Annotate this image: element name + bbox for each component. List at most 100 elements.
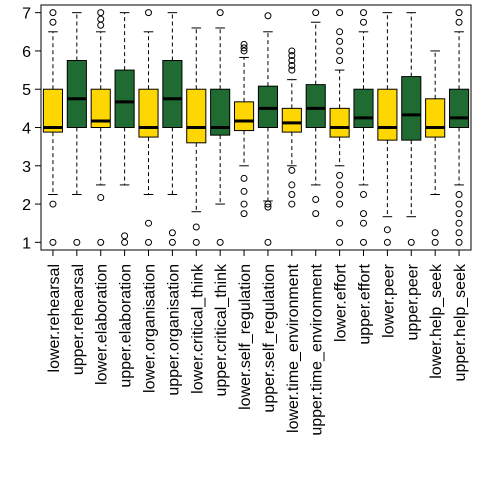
x-tick-label-lower.time_environment: lower.time_environment: [285, 263, 302, 433]
x-tick-label-upper.time_environment: upper.time_environment: [309, 263, 326, 435]
box-lower.elaboration: [90, 9, 111, 246]
outlier-point: [49, 200, 57, 208]
box-lower.self_regulation: [234, 40, 255, 218]
outlier-point: [168, 229, 176, 237]
x-tick-label-lower.elaboration: lower.elaboration: [94, 264, 111, 385]
x-axis: lower.rehearsal upper.rehearsal lower.elab…: [46, 250, 469, 436]
outlier-point: [97, 9, 105, 17]
box-upper.organisation: [162, 12, 183, 246]
outlier-point: [336, 47, 344, 55]
outlier-point: [336, 37, 344, 45]
x-tick-label-lower.critical_think: lower.critical_think: [189, 263, 206, 394]
outlier-point: [288, 47, 296, 55]
box-iqr: [329, 107, 350, 138]
box-iqr: [138, 88, 159, 138]
outlier-point: [97, 21, 105, 29]
box-upper.self_regulation: [257, 12, 278, 246]
box-iqr: [186, 88, 207, 144]
outlier-point: [336, 171, 344, 179]
outlier-point: [336, 57, 344, 65]
outlier-point: [455, 190, 463, 198]
box-iqr: [257, 85, 278, 128]
outlier-point: [264, 200, 272, 208]
y-tick-label: 4: [22, 121, 31, 138]
x-tick-label-lower.peer: lower.peer: [380, 263, 397, 337]
x-tick-label-upper.rehearsal: upper.rehearsal: [70, 264, 87, 375]
box-iqr: [234, 101, 255, 132]
outlier-point: [240, 200, 248, 208]
outlier-point: [288, 52, 296, 60]
outlier-point: [288, 166, 296, 174]
box-iqr: [281, 107, 302, 133]
box-upper.elaboration: [114, 12, 135, 246]
outlier-point: [192, 223, 200, 231]
box-lower.organisation: [138, 9, 159, 246]
box-iqr: [210, 88, 231, 136]
box-iqr: [66, 60, 87, 128]
outlier-point: [336, 200, 344, 208]
box-upper.help_seek: [449, 9, 470, 246]
outlier-point: [431, 229, 439, 237]
outlier-point: [360, 9, 367, 17]
outlier-point: [264, 238, 272, 246]
outlier-point: [192, 238, 200, 246]
outlier-point: [240, 210, 248, 218]
outlier-point: [121, 232, 129, 240]
x-tick-label-lower.effort: lower.effort: [333, 263, 350, 342]
outlier-point: [288, 57, 296, 65]
y-tick-label: 5: [22, 82, 31, 99]
outlier-point: [360, 210, 367, 218]
box-iqr: [449, 88, 470, 128]
outlier-point: [336, 9, 344, 17]
outlier-point: [97, 194, 105, 202]
outlier-point: [455, 219, 463, 227]
box-iqr: [90, 88, 111, 128]
outlier-point: [121, 238, 129, 246]
outlier-point: [240, 44, 248, 52]
box-upper.critical_think: [210, 9, 231, 246]
x-tick-label-upper.help_seek: upper.help_seek: [452, 263, 469, 381]
outlier-point: [240, 47, 248, 55]
outlier-point: [288, 181, 296, 189]
outlier-point: [336, 238, 344, 246]
box-iqr: [162, 60, 183, 128]
box-lower.effort: [329, 9, 350, 246]
x-tick-label-lower.rehearsal: lower.rehearsal: [46, 264, 63, 373]
outlier-point: [240, 174, 248, 182]
outlier-point: [288, 200, 296, 208]
outlier-point: [288, 190, 296, 198]
box-iqr: [305, 84, 326, 128]
box-lower.time_environment: [281, 47, 302, 208]
outlier-point: [288, 66, 296, 74]
outlier-point: [240, 187, 248, 195]
outlier-point: [431, 238, 439, 246]
box-lower.peer: [377, 12, 398, 246]
outlier-point: [216, 9, 224, 17]
box-upper.peer: [401, 12, 422, 246]
box-lower.rehearsal: [42, 9, 63, 246]
outlier-point: [455, 229, 463, 237]
outlier-point: [455, 18, 463, 26]
x-tick-label-upper.self_regulation: upper.self_regulation: [261, 264, 278, 413]
outlier-point: [49, 18, 57, 26]
box-upper.time_environment: [305, 9, 326, 218]
box-iqr: [401, 76, 422, 141]
outlier-point: [383, 226, 391, 234]
box-upper.rehearsal: [66, 12, 87, 246]
y-tick-label: 3: [22, 159, 31, 176]
x-tick-label-upper.organisation: upper.organisation: [165, 264, 182, 396]
x-tick-label-lower.self_regulation: lower.self_regulation: [237, 264, 254, 410]
outlier-point: [455, 210, 463, 218]
outlier-point: [312, 210, 320, 218]
box-lower.critical_think: [186, 27, 207, 246]
outlier-point: [336, 28, 344, 36]
outlier-point: [49, 238, 57, 246]
box-lower.help_seek: [425, 50, 446, 246]
outlier-point: [312, 195, 320, 203]
box-iqr: [42, 88, 63, 133]
y-axis: 1 2 3 4 5 6 7: [22, 6, 41, 252]
outlier-point: [49, 9, 57, 17]
x-tick-label-upper.effort: upper.effort: [357, 263, 374, 344]
y-tick-label: 1: [22, 235, 31, 252]
